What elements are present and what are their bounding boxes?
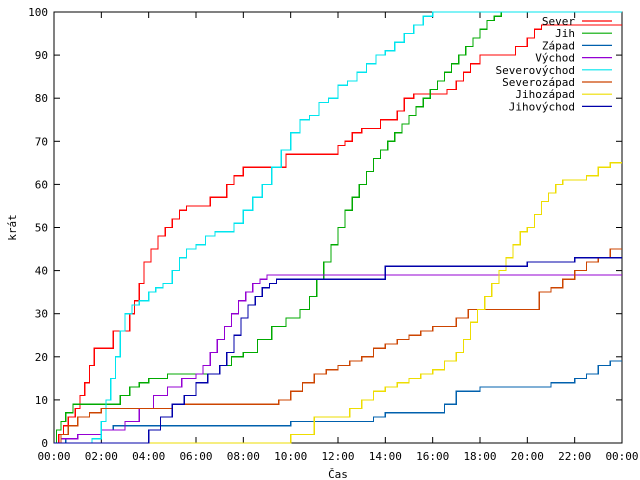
legend-label-6: Jihozápad [515,88,575,101]
y-axis-label: krát [6,214,19,241]
x-tick-label: 00:00 [37,450,70,463]
series-lines [54,11,622,444]
legend-label-7: Jihovýchod [509,100,575,113]
series-line-1 [54,11,622,444]
y-tick-label: 80 [35,92,48,105]
legend-label-1: Jih [555,27,575,40]
series-line-3 [54,274,622,444]
legend-label-2: Západ [542,39,575,52]
y-tick-label: 100 [28,6,48,19]
y-tick-label: 40 [35,265,48,278]
y-tick-label: 70 [35,135,48,148]
x-tick-label: 22:00 [558,450,591,463]
x-tick-label: 04:00 [132,450,165,463]
x-axis-ticks: 00:00 02:00 04:00 06:00 08:00 10:00 12:00 14:00… [37,12,639,463]
y-tick-label: 30 [35,308,48,321]
y-tick-label: 90 [35,49,48,62]
series-line-5 [54,248,622,444]
x-tick-label: 16:00 [416,450,449,463]
y-tick-label: 20 [35,351,48,364]
series-line-2 [54,360,622,444]
x-tick-label: 12:00 [321,450,354,463]
x-tick-label: 10:00 [274,450,307,463]
x-tick-label: 02:00 [85,450,118,463]
legend-label-4: Severovýchod [496,64,575,77]
x-tick-label: 06:00 [179,450,212,463]
y-tick-label: 60 [35,178,48,191]
series-line-4 [54,11,622,444]
series-line-6 [54,162,622,444]
y-axis-ticks: 0 10 20 30 40 50 60 70 80 90 100 [28,6,622,450]
x-tick-label: 14:00 [369,450,402,463]
legend-label-5: Severozápad [502,76,575,89]
y-tick-label: 0 [41,437,48,450]
legend: SeverJihZápadVýchodSeverovýchodSeverozáp… [496,15,612,113]
legend-label-0: Sever [542,15,575,28]
x-tick-label: 20:00 [511,450,544,463]
series-line-0 [54,24,622,444]
x-tick-label: 08:00 [227,450,260,463]
y-tick-label: 10 [35,394,48,407]
x-tick-label: 18:00 [463,450,496,463]
y-tick-label: 50 [35,222,48,235]
legend-label-3: Východ [535,52,575,65]
x-axis-label: Čas [328,468,348,480]
x-tick-label: 00:00 [605,450,638,463]
series-line-7 [54,257,622,444]
